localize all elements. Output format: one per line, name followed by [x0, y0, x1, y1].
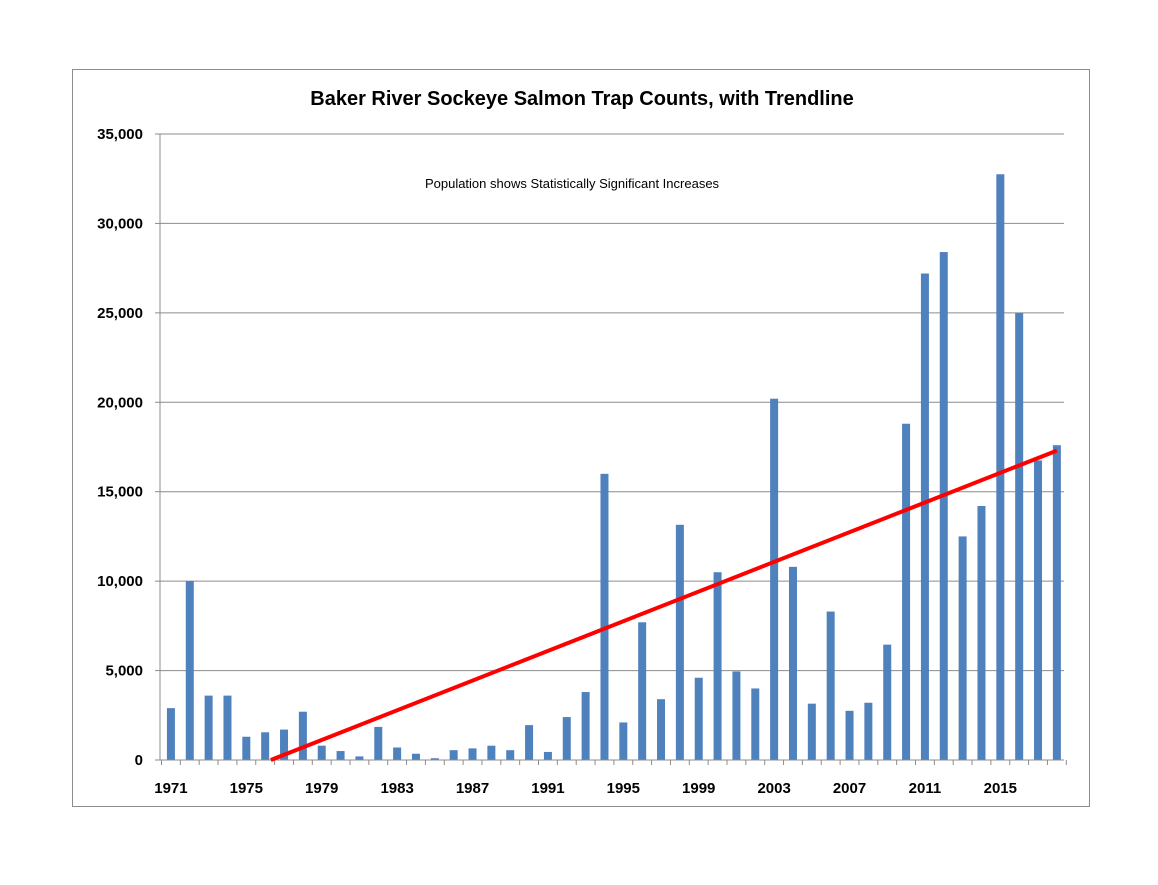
bar-series — [166, 174, 1061, 760]
bar-1987 — [468, 748, 477, 760]
bar-1983 — [393, 747, 402, 760]
bar-1978 — [298, 711, 307, 760]
bar-2016 — [1015, 312, 1024, 760]
y-tick-label: 25,000 — [97, 305, 143, 322]
x-tick-label: 1999 — [682, 780, 715, 797]
gridlines — [160, 133, 1064, 672]
bar-2001 — [732, 671, 741, 760]
bar-1979 — [317, 745, 326, 760]
bar-2012 — [939, 252, 948, 760]
bar-1981 — [355, 756, 364, 760]
bar-1980 — [336, 751, 345, 760]
bar-1999 — [694, 677, 703, 760]
trendline — [270, 448, 1058, 762]
y-tick-label: 5,000 — [105, 663, 143, 680]
y-tick-label: 30,000 — [97, 215, 143, 232]
chart-title: Baker River Sockeye Salmon Trap Counts, … — [310, 88, 854, 110]
bar-1994 — [600, 473, 609, 760]
bar-1984 — [411, 753, 420, 760]
bar-1991 — [543, 751, 552, 760]
x-tick-label: 1975 — [230, 780, 263, 797]
chart-annotation: Population shows Statistically Significa… — [425, 176, 720, 191]
chart-frame: Baker River Sockeye Salmon Trap Counts, … — [72, 69, 1090, 807]
bar-2009 — [883, 644, 892, 760]
chart: Baker River Sockeye Salmon Trap Counts, … — [97, 88, 1067, 797]
bar-1997 — [657, 699, 666, 760]
bar-2011 — [920, 273, 929, 760]
bar-1973 — [204, 695, 213, 760]
y-tick-label: 35,000 — [97, 126, 143, 143]
bar-2018 — [1052, 445, 1061, 760]
x-tick-label: 2011 — [909, 780, 942, 797]
bar-2006 — [826, 611, 835, 760]
bar-1974 — [223, 695, 232, 760]
bar-1986 — [449, 750, 458, 760]
bar-1972 — [185, 581, 194, 760]
x-tick-label: 1979 — [305, 780, 338, 797]
bar-2014 — [977, 506, 986, 760]
tick-labels: 0 5,000 10,000 15,000 20,000 25,000 30,000 35,0… — [97, 126, 1017, 797]
bar-2013 — [958, 536, 967, 760]
bar-2000 — [713, 572, 722, 760]
bar-1992 — [562, 717, 571, 760]
y-tick-label: 10,000 — [97, 573, 143, 590]
bar-1975 — [242, 736, 251, 760]
bar-2004 — [788, 566, 797, 760]
bar-1990 — [525, 725, 534, 760]
x-tick-label: 2015 — [984, 780, 1017, 797]
x-tick-label: 1991 — [531, 780, 564, 797]
bar-2008 — [864, 702, 873, 760]
bar-1976 — [261, 732, 270, 760]
trendline-layer — [270, 448, 1058, 762]
bar-2007 — [845, 710, 854, 760]
axes — [155, 133, 1067, 765]
bar-1996 — [638, 622, 647, 760]
bar-1989 — [506, 750, 515, 760]
y-tick-label: 20,000 — [97, 394, 143, 411]
bar-1977 — [280, 729, 289, 760]
bar-2005 — [807, 703, 816, 760]
bar-2015 — [996, 174, 1005, 760]
bar-2017 — [1034, 460, 1043, 760]
y-tick-label: 15,000 — [97, 484, 143, 501]
bar-1993 — [581, 692, 590, 760]
bar-1998 — [675, 524, 684, 760]
bar-1982 — [374, 726, 383, 760]
bar-2010 — [902, 423, 911, 760]
bar-2002 — [751, 688, 760, 760]
x-tick-label: 1995 — [607, 780, 640, 797]
bar-1971 — [166, 708, 175, 760]
x-tick-label: 2007 — [833, 780, 866, 797]
bar-1995 — [619, 722, 628, 760]
bar-1988 — [487, 745, 496, 760]
x-tick-label: 2003 — [757, 780, 790, 797]
x-tick-label: 1983 — [380, 780, 413, 797]
bar-1985 — [430, 758, 439, 760]
x-tick-label: 1971 — [154, 780, 187, 797]
bar-2003 — [770, 398, 779, 760]
x-tick-label: 1987 — [456, 780, 489, 797]
y-tick-label: 0 — [135, 752, 143, 769]
